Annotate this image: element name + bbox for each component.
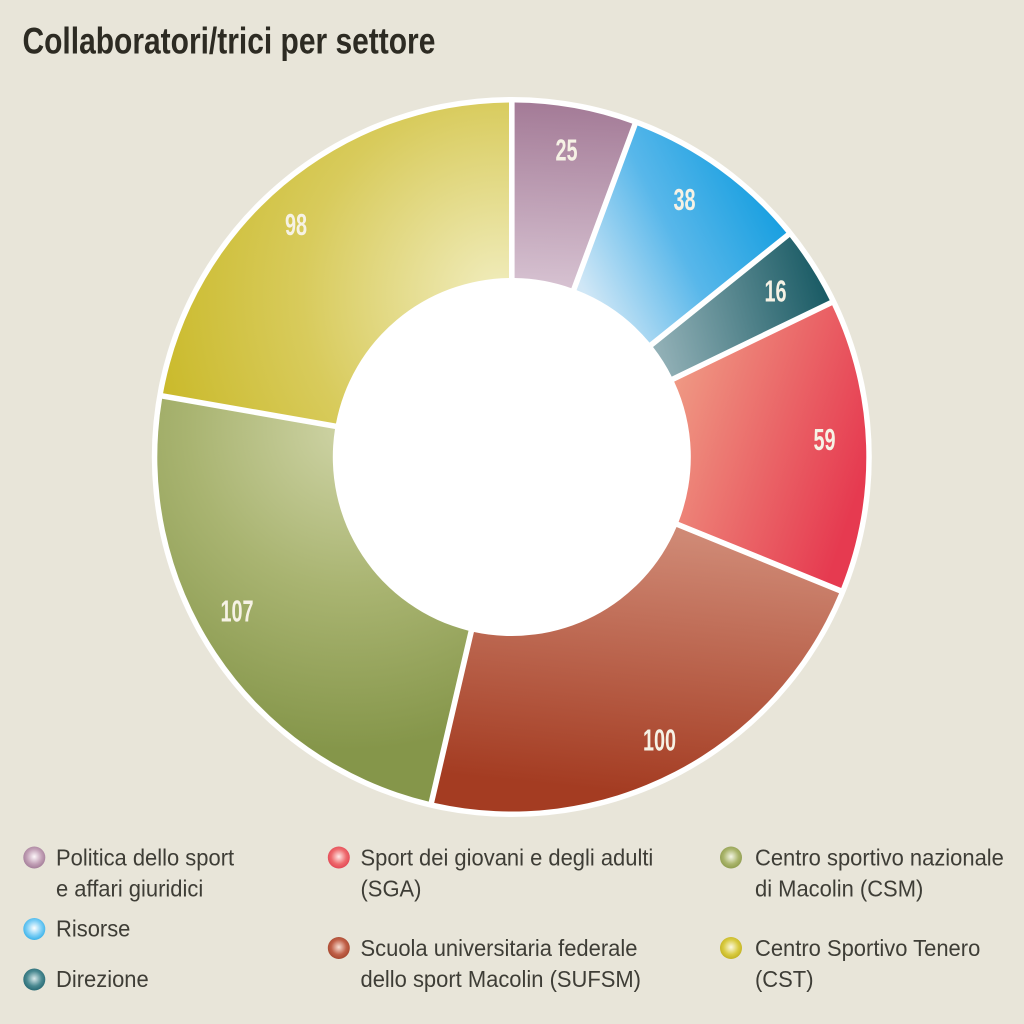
svg-text:Centro sportivo nazionale: Centro sportivo nazionale [755,845,1004,871]
svg-text:100: 100 [643,724,676,757]
svg-text:Collaboratori/trici per settor: Collaboratori/trici per settore [23,22,436,63]
svg-text:Centro Sportivo Tenero: Centro Sportivo Tenero [755,936,980,962]
svg-text:di Macolin (CSM): di Macolin (CSM) [755,876,923,902]
svg-text:25: 25 [555,134,577,167]
svg-text:(SGA): (SGA) [361,876,422,902]
svg-text:38: 38 [673,184,695,217]
svg-text:dello sport Macolin (SUFSM): dello sport Macolin (SUFSM) [361,967,642,993]
svg-text:59: 59 [813,424,835,457]
svg-text:16: 16 [764,275,786,308]
svg-text:Direzione: Direzione [56,967,149,993]
svg-text:Scuola universitaria federale: Scuola universitaria federale [361,936,638,962]
svg-text:(CST): (CST) [755,967,814,993]
svg-text:Sport dei giovani e degli adul: Sport dei giovani e degli adulti [361,845,654,871]
svg-text:98: 98 [285,209,307,242]
svg-text:e affari giuridici: e affari giuridici [56,876,203,902]
svg-text:Politica dello sport: Politica dello sport [56,845,235,871]
svg-text:107: 107 [220,595,253,628]
svg-text:Risorse: Risorse [56,916,130,942]
